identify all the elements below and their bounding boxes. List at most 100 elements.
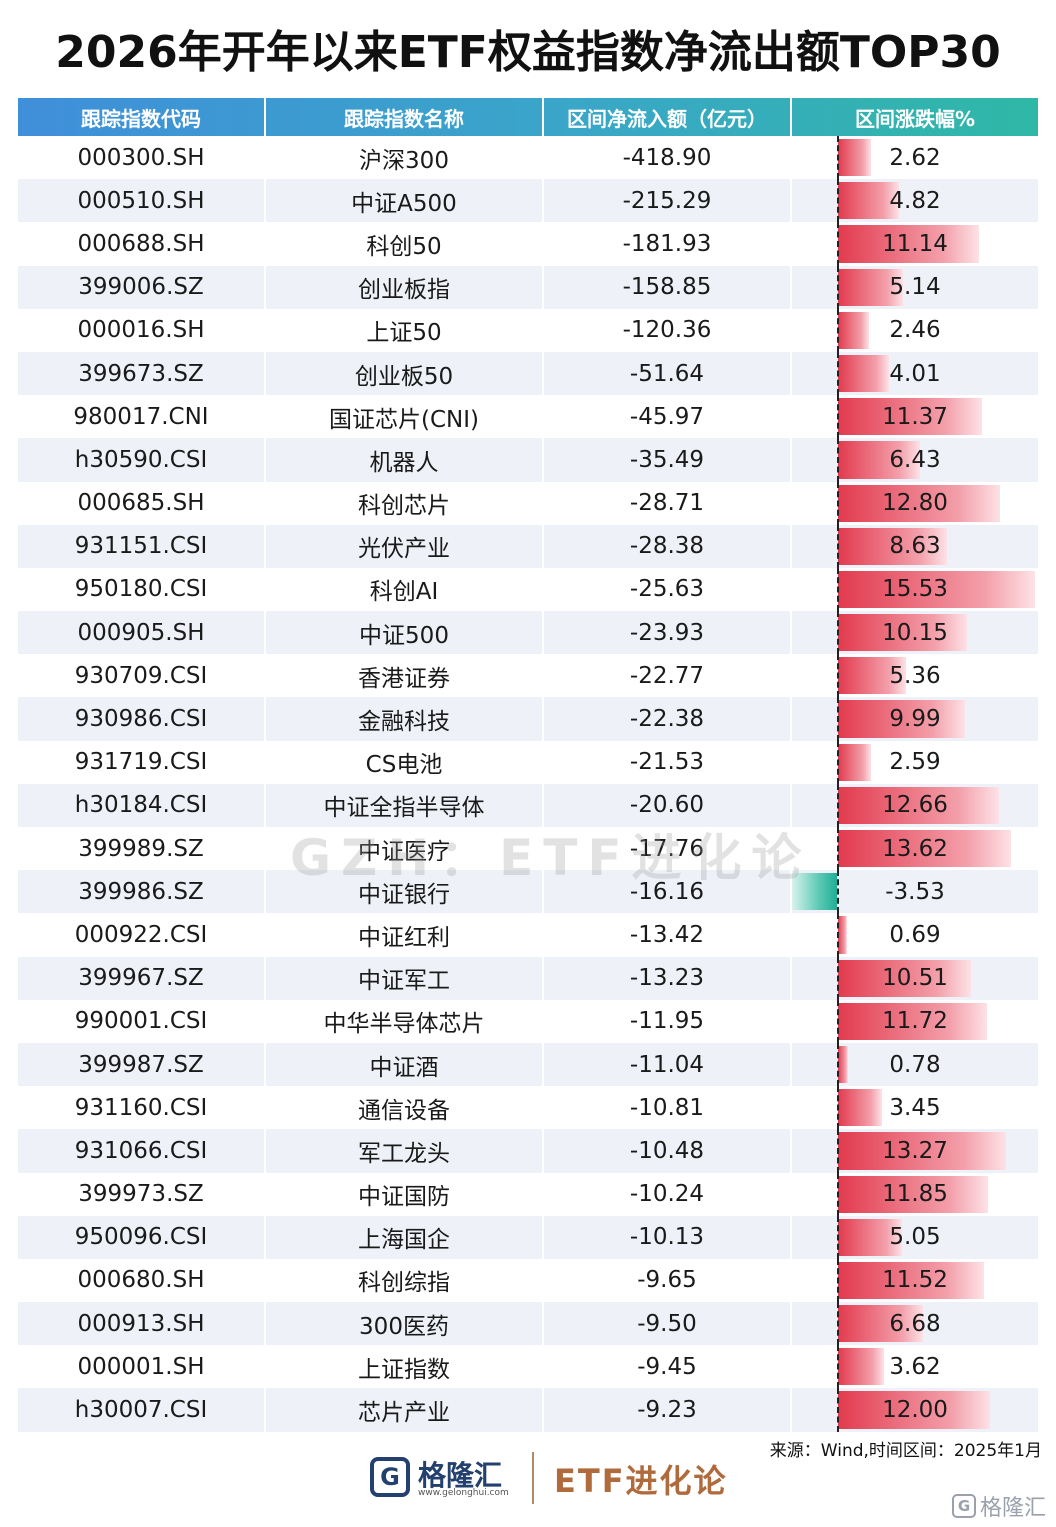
source-note: 来源：Wind,时间区间：2025年1月 bbox=[769, 1441, 1042, 1461]
index-name: 上证50 bbox=[264, 308, 542, 352]
change-value: 3.62 bbox=[889, 1353, 941, 1380]
change-value: 3.45 bbox=[889, 1094, 941, 1121]
index-code: 000688.SH bbox=[77, 230, 205, 257]
net-flow: -9.23 bbox=[542, 1388, 790, 1432]
change-bar-cell: 0.69 bbox=[790, 913, 1038, 957]
change-value: 11.14 bbox=[882, 230, 948, 257]
change-bar-cell: 6.43 bbox=[790, 438, 1038, 482]
change-bar bbox=[838, 743, 871, 781]
zero-axis bbox=[837, 827, 839, 871]
table-row: 950180.CSI 科创AI -25.63 15.53 bbox=[18, 567, 1038, 612]
zero-axis bbox=[837, 1172, 839, 1216]
index-code: 000510.SH bbox=[77, 187, 205, 214]
change-bar-cell: 2.46 bbox=[790, 308, 1038, 352]
header-flow: 区间净流入额（亿元） bbox=[542, 98, 790, 136]
zero-axis bbox=[837, 740, 839, 784]
change-value: -3.53 bbox=[885, 878, 945, 905]
index-code: 399986.SZ bbox=[78, 878, 204, 905]
net-flow: -45.97 bbox=[542, 395, 790, 439]
net-flow: -28.38 bbox=[542, 524, 790, 568]
change-bar bbox=[838, 700, 965, 738]
table-row: h30184.CSI 中证全指半导体 -20.60 12.66 bbox=[18, 783, 1038, 827]
zero-axis bbox=[837, 524, 839, 568]
index-code: 000680.SH bbox=[77, 1267, 205, 1294]
change-bar-cell: 0.78 bbox=[790, 1042, 1038, 1087]
table-row: h30590.CSI 机器人 -35.49 6.43 bbox=[18, 438, 1038, 482]
change-bar-cell: 5.36 bbox=[790, 654, 1038, 698]
index-name: 国证芯片(CNI) bbox=[264, 395, 542, 439]
gelonghui-logo-icon: G bbox=[370, 1457, 410, 1497]
index-name: 中证酒 bbox=[264, 1042, 542, 1087]
net-flow: -22.38 bbox=[542, 697, 790, 741]
table-row: 000510.SH 中证A500 -215.29 4.82 bbox=[18, 179, 1038, 223]
index-code: 931151.CSI bbox=[74, 533, 208, 560]
change-bar-cell: 12.66 bbox=[790, 783, 1038, 827]
table-row: 000300.SH 沪深300 -418.90 2.62 bbox=[18, 136, 1038, 180]
change-value: 2.59 bbox=[889, 749, 941, 776]
table-row: 000922.CSI 中证红利 -13.42 0.69 bbox=[18, 913, 1038, 957]
net-flow: -21.53 bbox=[542, 740, 790, 784]
change-value: 13.62 bbox=[882, 835, 948, 862]
zero-axis bbox=[837, 1258, 839, 1303]
change-bar bbox=[838, 1089, 882, 1127]
index-code: 950096.CSI bbox=[74, 1224, 208, 1251]
net-flow: -10.81 bbox=[542, 1086, 790, 1130]
change-bar bbox=[838, 527, 948, 565]
change-bar-cell: 11.52 bbox=[790, 1258, 1038, 1303]
index-name: 中证军工 bbox=[264, 956, 542, 1000]
change-bar bbox=[838, 614, 967, 652]
net-flow: -10.24 bbox=[542, 1172, 790, 1216]
header-change: 区间涨跌幅% bbox=[790, 98, 1038, 136]
change-bar-cell: 12.00 bbox=[790, 1388, 1038, 1432]
index-name: 中证医疗 bbox=[264, 827, 542, 871]
change-value: 0.69 bbox=[889, 921, 941, 948]
change-bar bbox=[838, 354, 889, 393]
zero-axis bbox=[837, 697, 839, 741]
index-code: 930709.CSI bbox=[74, 662, 208, 689]
zero-axis bbox=[837, 1042, 839, 1087]
net-flow: -16.16 bbox=[542, 870, 790, 914]
footer: G 格隆汇 www.gelonghui.com ETF进化论 bbox=[0, 1448, 1056, 1508]
corner-logo-text: 格隆汇 bbox=[979, 1496, 1046, 1521]
change-bar-cell: 4.82 bbox=[790, 179, 1038, 223]
zero-axis bbox=[837, 136, 839, 180]
index-name: 300医药 bbox=[264, 1302, 542, 1346]
index-name: 沪深300 bbox=[264, 136, 542, 180]
zero-axis bbox=[837, 1388, 839, 1432]
change-value: 12.66 bbox=[882, 792, 948, 819]
table-row: 399986.SZ 中证银行 -16.16 -3.53 bbox=[18, 870, 1038, 914]
index-name: 中华半导体芯片 bbox=[264, 999, 542, 1043]
change-value: 0.78 bbox=[889, 1051, 941, 1078]
change-value: 2.46 bbox=[889, 317, 941, 344]
corner-watermark: G 格隆汇 bbox=[951, 1490, 1046, 1522]
change-bar bbox=[838, 225, 980, 263]
zero-axis bbox=[837, 654, 839, 698]
net-flow: -9.65 bbox=[542, 1258, 790, 1303]
index-name: 通信设备 bbox=[264, 1086, 542, 1130]
change-bar bbox=[838, 1002, 987, 1040]
net-flow: -51.64 bbox=[542, 351, 790, 396]
index-name: 金融科技 bbox=[264, 697, 542, 741]
index-name: 中证全指半导体 bbox=[264, 783, 542, 827]
change-bar-cell: 4.01 bbox=[790, 351, 1038, 396]
data-table: 跟踪指数代码 跟踪指数名称 区间净流入额（亿元） 区间涨跌幅% 000300.S… bbox=[18, 98, 1038, 1432]
index-code: 990001.CSI bbox=[74, 1008, 208, 1035]
footer-divider bbox=[532, 1452, 534, 1504]
index-code: 399987.SZ bbox=[78, 1051, 204, 1078]
table-row: 000016.SH 上证50 -120.36 2.46 bbox=[18, 308, 1038, 352]
change-value: 13.27 bbox=[882, 1137, 948, 1164]
change-bar bbox=[838, 398, 983, 436]
change-value: 5.36 bbox=[889, 662, 941, 689]
index-name: 科创综指 bbox=[264, 1258, 542, 1303]
table-row: 000685.SH 科创芯片 -28.71 12.80 bbox=[18, 481, 1038, 525]
change-bar-cell: 11.14 bbox=[790, 222, 1038, 266]
zero-axis bbox=[837, 395, 839, 439]
net-flow: -215.29 bbox=[542, 179, 790, 223]
gelonghui-url: www.gelonghui.com bbox=[418, 1488, 509, 1498]
zero-axis bbox=[837, 999, 839, 1043]
change-bar bbox=[838, 786, 999, 824]
change-value: 11.72 bbox=[882, 1008, 948, 1035]
net-flow: -35.49 bbox=[542, 438, 790, 482]
change-bar bbox=[838, 1218, 903, 1256]
zero-axis bbox=[837, 913, 839, 957]
